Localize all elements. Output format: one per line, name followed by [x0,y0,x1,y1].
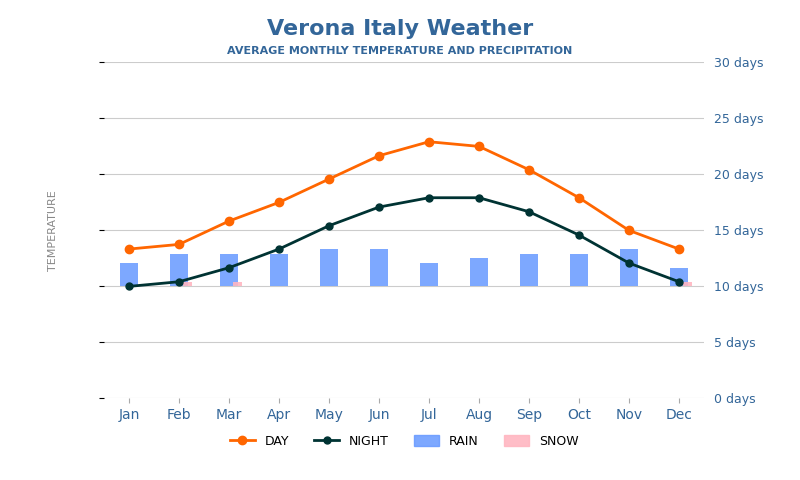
Bar [420,263,438,287]
DAY [224,218,234,224]
Bar [570,254,588,287]
Y-axis label: TEMPERATURE: TEMPERATURE [48,190,58,271]
Bar [234,282,242,287]
NIGHT [624,260,634,266]
Text: AVERAGE MONTHLY TEMPERATURE AND PRECIPITATION: AVERAGE MONTHLY TEMPERATURE AND PRECIPIT… [227,46,573,56]
Bar [320,249,338,287]
Bar [683,282,692,287]
DAY [274,200,284,205]
Bar [670,268,688,287]
DAY [324,176,334,182]
NIGHT [474,195,484,201]
Bar [370,249,388,287]
DAY [474,144,484,149]
Text: Verona Italy Weather: Verona Italy Weather [267,19,533,39]
Legend: DAY, NIGHT, RAIN, SNOW: DAY, NIGHT, RAIN, SNOW [225,430,583,453]
NIGHT [324,223,334,228]
DAY [674,246,684,252]
NIGHT [224,265,234,271]
Bar [220,254,238,287]
Bar [270,254,288,287]
DAY [574,195,584,201]
Bar [120,263,138,287]
NIGHT [574,232,584,238]
Bar [170,254,188,287]
NIGHT [174,279,184,285]
DAY [524,167,534,173]
DAY [374,153,384,158]
Bar [470,258,488,287]
Line: DAY: DAY [125,138,683,253]
NIGHT [424,195,434,201]
NIGHT [274,246,284,252]
NIGHT [674,279,684,285]
DAY [424,139,434,144]
Line: NIGHT: NIGHT [126,194,682,290]
DAY [174,241,184,247]
NIGHT [124,284,134,289]
Bar [520,254,538,287]
Bar [183,282,192,287]
DAY [124,246,134,252]
Bar [620,249,638,287]
NIGHT [524,209,534,215]
DAY [624,228,634,233]
NIGHT [374,204,384,210]
